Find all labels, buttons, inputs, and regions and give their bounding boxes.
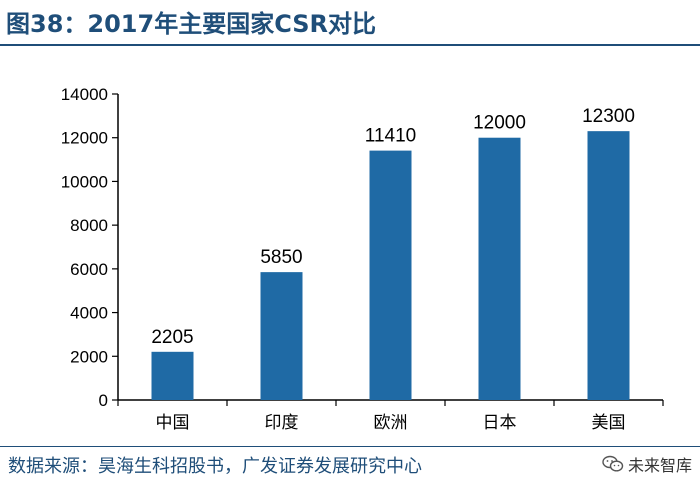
y-tick-label: 2000: [70, 347, 108, 366]
y-tick-label: 6000: [70, 260, 108, 279]
chart-axes: 0 2000 4000 6000 8000 10000 12000 14000 中国 印度 欧洲 日本…: [61, 85, 664, 433]
chart-title: 图38：2017年主要国家CSR对比: [6, 10, 377, 38]
data-label: 12000: [473, 113, 526, 134]
title-divider: [0, 44, 700, 46]
bar-chart: 0 2000 4000 6000 8000 10000 12000 14000 中国 印度 欧洲 日本…: [61, 85, 664, 433]
x-tick-label: 美国: [592, 413, 626, 433]
bar: [151, 351, 194, 400]
bar: [369, 150, 412, 400]
wechat-icon: [602, 455, 624, 472]
watermark: 未来智库: [602, 452, 692, 476]
bar: [587, 131, 630, 400]
y-tick-label: 8000: [70, 216, 108, 235]
source-divider: [0, 446, 700, 447]
watermark-label: 未来智库: [627, 456, 692, 475]
x-tick-label: 印度: [265, 413, 299, 433]
y-tick-label: 10000: [61, 172, 108, 191]
data-source: 数据来源：昊海生科招股书，广发证券发展研究中心: [8, 456, 422, 477]
x-tick-label: 日本: [483, 413, 517, 433]
y-tick-label: 4000: [70, 304, 108, 323]
bar: [478, 137, 521, 400]
data-label: 11410: [365, 126, 416, 147]
y-tick-label: 14000: [61, 85, 108, 104]
chart-bars: 2205 5850 11410 12000 12300: [151, 106, 635, 400]
bar: [260, 272, 303, 400]
x-tick-label: 欧洲: [374, 413, 408, 433]
y-tick-label: 12000: [61, 129, 108, 148]
y-tick-label: 0: [99, 391, 108, 410]
data-label: 5850: [260, 247, 302, 268]
x-tick-label: 中国: [156, 413, 190, 433]
data-label: 2205: [151, 327, 193, 348]
data-label: 12300: [582, 106, 635, 127]
